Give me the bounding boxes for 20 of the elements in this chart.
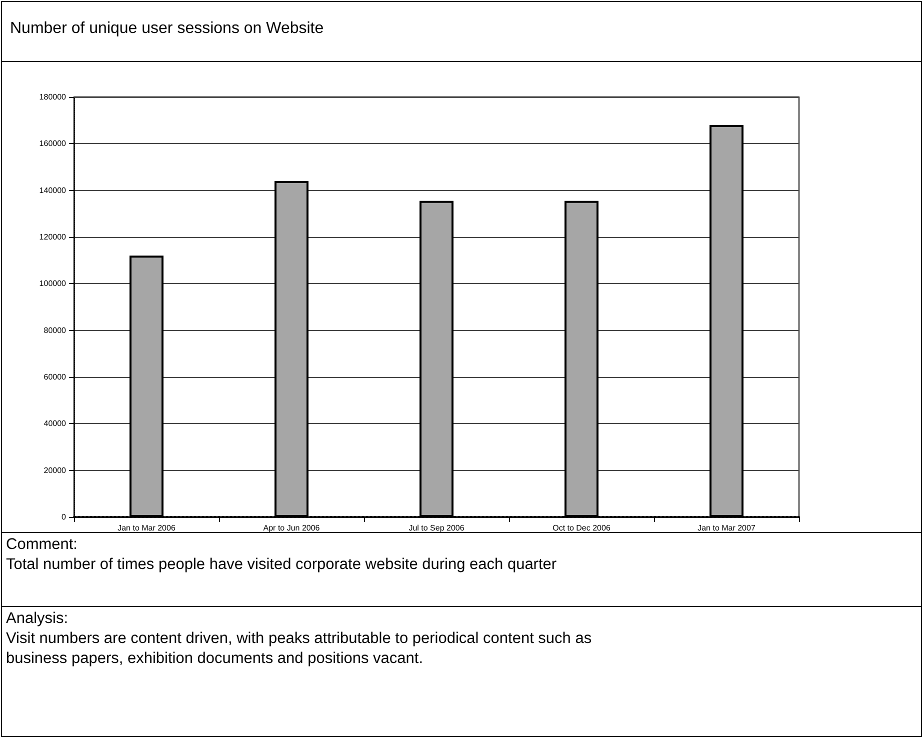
y-tick-label: 60000 bbox=[44, 372, 67, 382]
y-tick-label: 120000 bbox=[39, 232, 67, 242]
y-tick-label: 40000 bbox=[44, 419, 67, 428]
y-tick-label: 140000 bbox=[39, 186, 67, 195]
x-tick-label: Apr to Jun 2006 bbox=[263, 524, 320, 532]
y-tick-label: 20000 bbox=[44, 466, 67, 475]
chart-title: Number of unique user sessions on Website bbox=[2, 2, 921, 62]
y-tick-label: 180000 bbox=[39, 92, 67, 102]
y-tick-label: 160000 bbox=[39, 139, 67, 148]
x-tick-label: Oct to Dec 2006 bbox=[552, 524, 611, 532]
text: Comment: bbox=[6, 535, 78, 555]
x-tick-label: Jan to Mar 2007 bbox=[698, 524, 756, 532]
text: Total number of times people have visited corporate website during each quarter bbox=[6, 555, 558, 575]
text: Analysis: bbox=[6, 609, 70, 629]
x-tick-label: Jan to Mar 2006 bbox=[118, 524, 176, 532]
y-tick-label: 0 bbox=[62, 512, 67, 522]
x-tick-label: Jul to Sep 2006 bbox=[408, 524, 465, 532]
y-tick-label: 80000 bbox=[44, 326, 67, 335]
y-tick-label: 100000 bbox=[39, 279, 67, 288]
text: Visit numbers are content driven, with peaks attributable to periodical content such as business papers, exhibition documents and positions vacant. bbox=[6, 629, 593, 669]
